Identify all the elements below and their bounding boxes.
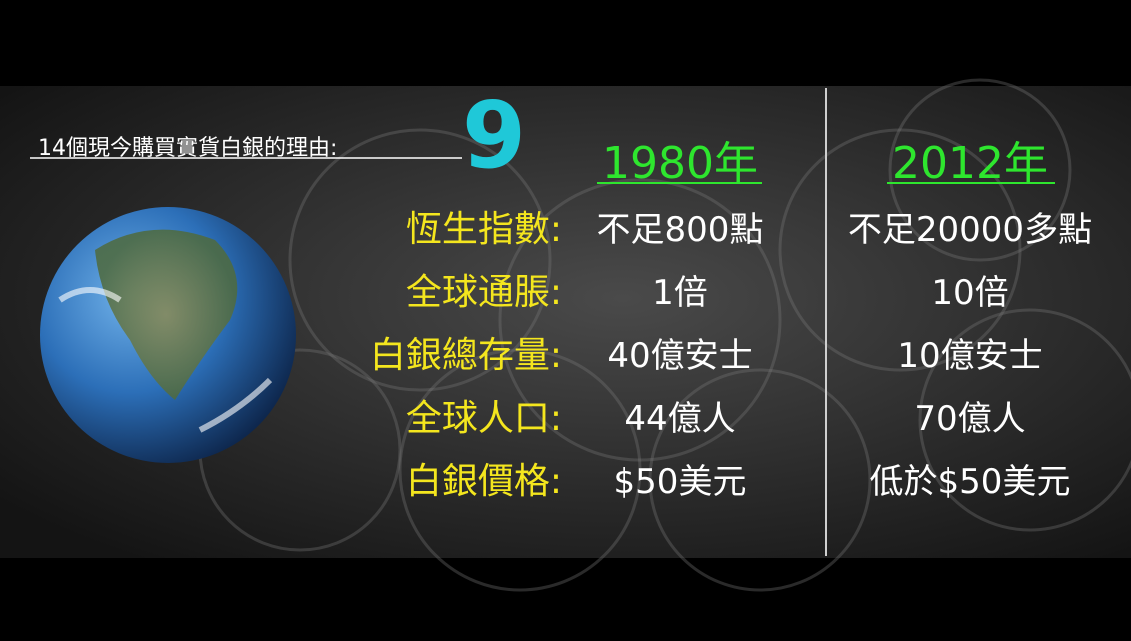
row-label: 恆生指數: [405, 209, 562, 250]
cell-value: 不足20000多點 [847, 210, 1093, 250]
row-label: 全球人口: [405, 398, 562, 439]
cell-value: 1倍 [652, 273, 708, 313]
cell-value: 不足800點 [596, 210, 764, 250]
cell-value: 10倍 [931, 273, 1009, 313]
cell-value: 70億人 [914, 399, 1026, 439]
cell-value: 低於$50美元 [869, 462, 1071, 502]
title: 14個現今購買實貨白銀的理由: [38, 136, 338, 161]
cell-value: $50美元 [613, 462, 747, 502]
reason-number: 9 [462, 82, 527, 189]
cell-value: 40億安士 [607, 336, 753, 376]
cell-value: 44億人 [624, 399, 736, 439]
row-label: 白銀總存量: [369, 335, 562, 376]
column-header: 2012年 [892, 138, 1048, 189]
cell-value: 10億安士 [897, 336, 1043, 376]
row-label: 全球通脹: [405, 272, 562, 313]
column-header: 1980年 [602, 138, 758, 189]
row-label: 白銀價格: [405, 461, 562, 502]
